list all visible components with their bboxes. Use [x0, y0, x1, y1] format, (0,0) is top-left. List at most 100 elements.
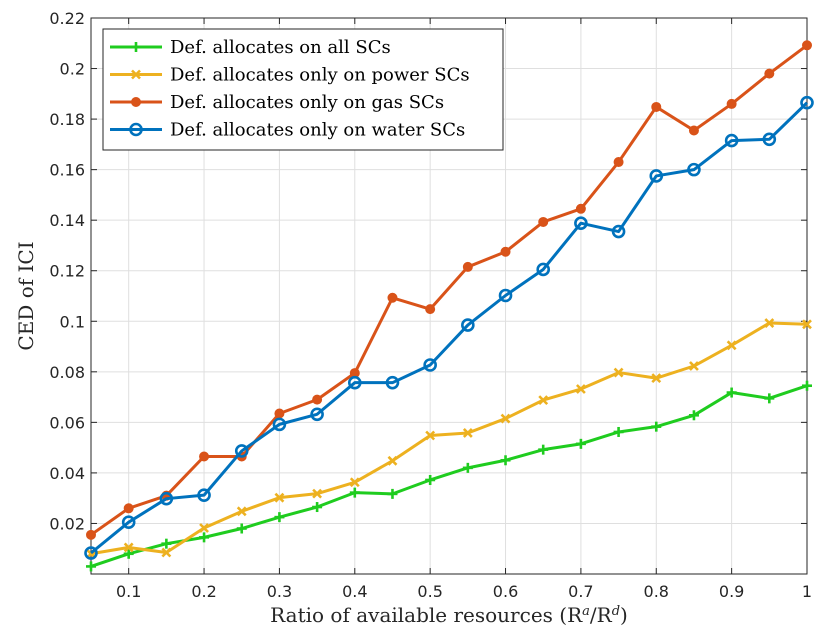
data-point: [536, 262, 551, 277]
data-point: [349, 487, 360, 498]
data-point: [613, 426, 624, 437]
data-point: [272, 417, 287, 432]
data-point: [538, 395, 549, 406]
y-tick-label: 0.18: [49, 110, 85, 129]
data-point: [274, 408, 285, 419]
data-point: [123, 548, 134, 559]
data-point: [387, 488, 398, 499]
data-point: [498, 288, 513, 303]
series-1: [86, 380, 812, 572]
data-point: [312, 488, 323, 499]
y-tick-label: 0.1: [60, 312, 85, 331]
data-point: [199, 451, 210, 462]
data-point: [500, 455, 511, 466]
data-point: [651, 101, 662, 112]
data-point: [575, 384, 586, 394]
y-tick-label: 0.14: [49, 211, 85, 230]
data-point: [613, 367, 624, 378]
series-group: [84, 40, 814, 572]
data-point: [234, 444, 249, 458]
data-point: [425, 304, 436, 315]
data-point: [199, 523, 209, 533]
data-point: [575, 203, 586, 214]
data-point: [312, 502, 323, 513]
data-point: [462, 462, 473, 473]
axis-ticks: 0.1 0.2 0.3 0.4 0.5 0.6 0.7 0.8 0.9 1 0.02 0.04 0.06…: [49, 9, 812, 601]
data-point: [123, 542, 134, 553]
data-point: [500, 413, 511, 424]
data-point: [574, 216, 588, 231]
data-point: [462, 261, 473, 272]
data-point: [538, 444, 549, 455]
series-2: [86, 318, 812, 559]
data-point: [688, 125, 699, 136]
data-point: [764, 68, 775, 79]
data-point: [500, 246, 511, 257]
legend-item: Def. allocates on all SCs: [110, 37, 391, 58]
legend-label: Def. allocates only on water SCs: [170, 120, 465, 141]
data-point: [385, 375, 400, 390]
legend-marker: [131, 69, 141, 80]
data-point: [274, 492, 285, 503]
data-point: [611, 224, 626, 239]
legend: Def. allocates on all SCs Def. allocates …: [102, 28, 504, 151]
data-point: [575, 438, 586, 449]
x-tick-label: 0.1: [116, 582, 141, 601]
x-tick-label: 0.9: [719, 582, 744, 601]
legend-box: [102, 28, 504, 151]
data-point: [762, 132, 777, 147]
data-point: [425, 474, 436, 485]
data-point: [423, 358, 437, 372]
y-tick-label: 0.16: [49, 161, 85, 180]
data-point: [349, 477, 360, 488]
data-point: [161, 538, 172, 549]
legend-item: Def. allocates only on gas SCs: [110, 92, 444, 113]
data-point: [687, 162, 701, 177]
legend-label: Def. allocates on all SCs: [170, 37, 391, 58]
data-point: [764, 318, 775, 328]
data-point: [651, 421, 662, 432]
data-point: [84, 546, 98, 560]
data-point: [387, 292, 398, 303]
data-point: [689, 361, 699, 371]
x-tick-label: 0.6: [493, 582, 518, 601]
y-tick-label: 0.2: [60, 60, 85, 79]
data-point: [121, 515, 136, 529]
y-tick-label: 0.02: [49, 514, 85, 533]
data-point: [802, 40, 812, 51]
data-point: [347, 375, 362, 390]
grid: [91, 17, 808, 574]
data-point: [425, 430, 436, 441]
y-tick-label: 0.12: [49, 262, 85, 281]
x-tick-label: 1: [802, 582, 812, 601]
data-point: [86, 529, 96, 540]
y-tick-label: 0.06: [49, 413, 85, 432]
series-4: [84, 95, 814, 560]
data-point: [461, 318, 475, 332]
series-line: [90, 44, 808, 537]
y-tick-label: 0.08: [49, 363, 85, 382]
data-point: [802, 319, 812, 330]
data-point: [802, 380, 812, 391]
data-point: [199, 532, 210, 543]
data-point: [764, 393, 775, 404]
data-point: [462, 428, 473, 438]
data-point: [726, 340, 737, 351]
data-point: [613, 157, 624, 168]
data-point: [161, 547, 172, 558]
data-point: [800, 95, 814, 110]
data-point: [726, 98, 737, 109]
data-point: [312, 394, 323, 405]
legend-marker: [129, 122, 143, 137]
data-point: [197, 488, 211, 502]
legend-marker: [131, 42, 141, 52]
y-tick-label: 0.22: [49, 9, 85, 28]
series-line: [90, 384, 808, 568]
x-tick-label: 0.8: [644, 582, 669, 601]
x-tick-label: 0.2: [191, 582, 216, 601]
x-axis-label: Ratio of available resources (Ra/Rd): [270, 603, 628, 627]
data-point: [724, 133, 739, 148]
data-point: [538, 216, 549, 227]
data-point: [236, 523, 247, 534]
